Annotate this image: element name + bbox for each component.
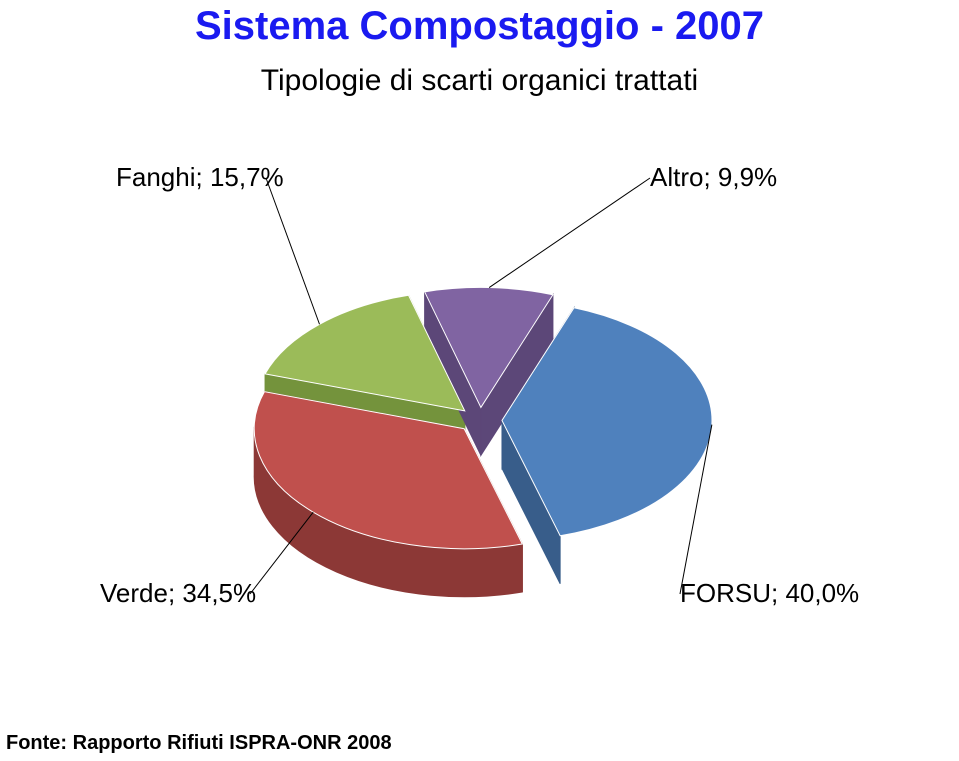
- page-root: Sistema Compostaggio - 2007 Tipologie di…: [0, 0, 959, 761]
- slice-label-verde: Verde; 34,5%: [100, 578, 256, 609]
- slice-label-fanghi: Fanghi; 15,7%: [116, 162, 284, 193]
- page-subtitle: Tipologie di scarti organici trattati: [0, 64, 959, 98]
- leader-altro: [489, 178, 650, 288]
- pie-chart: Fanghi; 15,7% Altro; 9,9% FORSU; 40,0% V…: [0, 150, 959, 690]
- leader-fanghi: [266, 178, 320, 324]
- slice-label-forsu: FORSU; 40,0%: [680, 578, 859, 609]
- slice-label-altro: Altro; 9,9%: [650, 162, 777, 193]
- pie-chart-svg: [0, 150, 959, 690]
- footer-source: Fonte: Rapporto Rifiuti ISPRA-ONR 2008: [6, 732, 392, 755]
- page-title: Sistema Compostaggio - 2007: [0, 4, 959, 49]
